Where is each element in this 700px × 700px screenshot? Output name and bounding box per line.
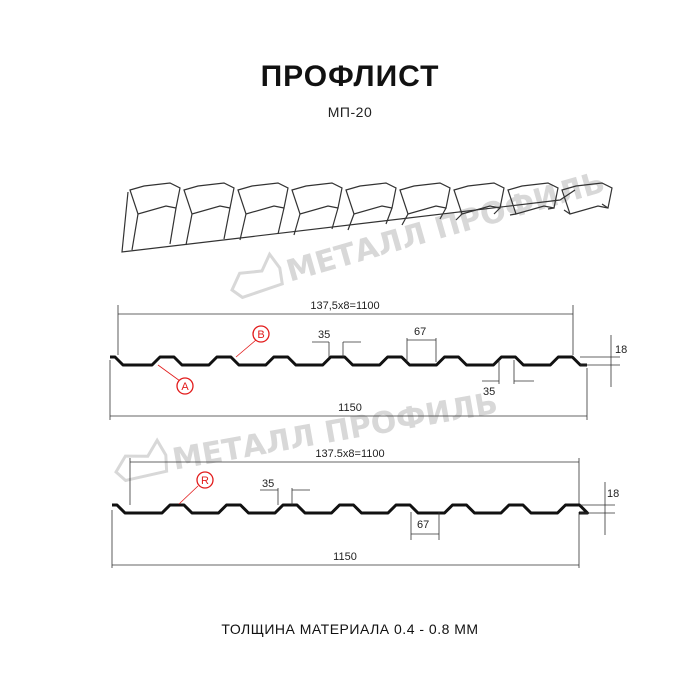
marker-r-label: R [201,475,209,487]
marker-b-label: B [257,329,264,341]
sheet-3d-view [121,182,613,253]
profile-line [110,355,587,367]
sheet-rib-edge [509,207,555,216]
sheet-rib [345,182,397,215]
rib-label: 67 [417,519,429,531]
sheet-rib [129,182,181,215]
model-label: МП-20 [327,104,373,120]
sheet-rib [237,182,289,215]
marker-b [252,325,270,343]
watermark-logo-icon [230,251,284,300]
sheet-rib-edge [563,203,609,215]
sheet-rib [561,182,613,215]
rib-label: 67 [414,326,426,338]
total-label: 1150 [338,402,362,414]
pitch-label: 137.5x8=1100 [315,448,384,460]
sheet-rib [291,182,343,215]
sheet-rib [507,182,559,215]
watermark-logo-icon [114,437,169,483]
profile-line [112,503,589,515]
sheet-rib [453,182,505,215]
marker-a [176,377,194,395]
marker-a-label: A [181,381,189,393]
sheet-rib-edge [455,207,501,221]
page-title: ПРОФЛИСТ [260,60,440,93]
sheet-rib [399,182,451,215]
profile-section-ab: 137,5x8=1100 1150 35 67 35 18 B A [109,300,627,420]
sheet-rib-edge [401,207,447,226]
height-label: 18 [615,344,627,356]
bottom-width-label: 35 [483,386,495,398]
sheet-rib-edge [185,207,231,246]
sheet-rib-edge [239,207,285,241]
total-label: 1150 [333,551,357,563]
height-label: 18 [607,488,619,500]
material-thickness: ТОЛЩИНА МАТЕРИАЛА 0.4 - 0.8 ММ [221,621,479,637]
sheet-rib-edge [293,207,339,236]
watermark-text: МЕТАЛЛ ПРОФИЛЬ [170,386,501,478]
pitch-label: 137,5x8=1100 [310,300,379,312]
marker-r [196,471,214,489]
sheet-rib-edge [347,207,393,231]
sheet-rib-edge [131,207,177,251]
sheet-rib [183,182,235,215]
top-width-label: 35 [318,329,330,341]
sheet-outline [121,189,576,253]
watermark-2: МЕТАЛЛ ПРОФИЛЬ [114,386,501,483]
top-width-label: 35 [262,478,274,490]
profile-section-r: 137.5x8=1100 1150 35 67 18 R [111,448,619,568]
